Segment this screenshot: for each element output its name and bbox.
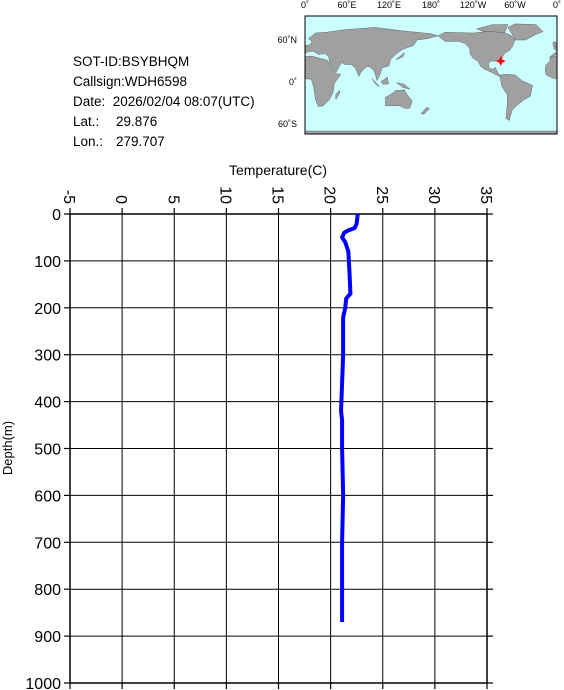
map-lat-label: 0˚	[289, 77, 297, 87]
y-tick-label: 800	[34, 582, 61, 599]
lat-value: 29.876	[116, 114, 157, 129]
map-lon-label: 0˚	[301, 0, 309, 10]
map-lat-label: 60˚S	[278, 119, 297, 129]
x-tick-label: 20	[321, 186, 338, 204]
y-tick-label: 300	[34, 348, 61, 365]
lon-value: 279.707	[116, 134, 165, 149]
map-lon-label: 120˚E	[377, 0, 401, 10]
date: Date: 2026/02/04 08:07(UTC)	[73, 94, 255, 109]
x-tick-label: 25	[373, 186, 390, 204]
y-tick-label: 700	[34, 535, 61, 552]
x-tick-label: 30	[425, 186, 442, 204]
y-tick-label: 200	[34, 301, 61, 318]
y-tick-label: 100	[34, 254, 61, 271]
position-marker	[495, 56, 506, 67]
lat-label: Lat.:	[73, 114, 99, 129]
x-tick-label: 0	[112, 195, 129, 204]
x-tick-label: 15	[269, 186, 286, 204]
y-tick-label: 400	[34, 395, 61, 412]
x-tick-label: -5	[60, 190, 77, 204]
x-tick-label: 5	[164, 195, 181, 204]
y-tick-label: 500	[34, 442, 61, 459]
map-lon-label: 60˚E	[337, 0, 356, 10]
world-map	[304, 15, 558, 135]
y-tick-label: 900	[34, 629, 61, 646]
map-lon-label: 0˚	[553, 0, 561, 10]
lon-label: Lon.:	[73, 134, 103, 149]
x-tick-label: 10	[216, 186, 233, 204]
land	[305, 23, 557, 134]
y-tick-label: 1000	[25, 676, 61, 690]
y-tick-label: 600	[34, 488, 61, 505]
x-axis-title: Temperature(C)	[229, 162, 327, 178]
map-lon-label: 60˚W	[504, 0, 526, 10]
y-tick-label: 0	[52, 207, 61, 224]
map-lon-label: 180˚	[422, 0, 440, 10]
map-lat-label: 60˚N	[277, 35, 297, 45]
x-tick-label: 35	[477, 186, 494, 204]
sot-id: SOT-ID:BSYBHQM	[73, 54, 189, 69]
y-axis-title: Depth(m)	[0, 421, 15, 475]
temperature-profile	[339, 213, 360, 623]
map-lon-label: 120˚W	[460, 0, 487, 10]
callsign: Callsign:WDH6598	[73, 74, 187, 89]
